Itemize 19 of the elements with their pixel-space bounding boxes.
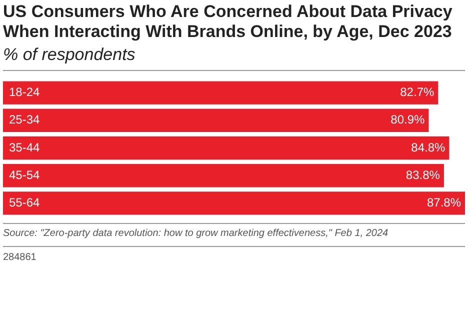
y-tick-label: 55-64 bbox=[9, 196, 40, 210]
data-label: 82.7% bbox=[400, 85, 434, 100]
text: 284861 bbox=[3, 246, 465, 263]
data-label: 87.8% bbox=[426, 196, 462, 210]
source-note: Source: "Zero-party data revolution: how to grow marketing effectiveness," Feb 1, 2024 bbox=[3, 223, 465, 240]
bar bbox=[3, 192, 465, 215]
y-tick-label: 35-44 bbox=[9, 140, 40, 154]
bar bbox=[3, 136, 450, 160]
bar bbox=[3, 108, 429, 132]
chart-title: US Consumers Who Are Concerned About Data Privacy When Interacting With Brands Online, by Age, Dec 2023 bbox=[3, 2, 454, 42]
data-label: 80.9% bbox=[390, 112, 426, 127]
y-tick-label: 25-34 bbox=[9, 112, 40, 127]
bar bbox=[3, 164, 444, 188]
y-tick-label: 18-24 bbox=[9, 85, 40, 100]
chart-subtitle: % of respondents bbox=[3, 44, 465, 71]
bar bbox=[3, 81, 438, 104]
data-label: 83.8% bbox=[406, 168, 440, 182]
y-tick-label: 45-54 bbox=[9, 168, 40, 182]
data-label: 84.8% bbox=[411, 140, 446, 154]
